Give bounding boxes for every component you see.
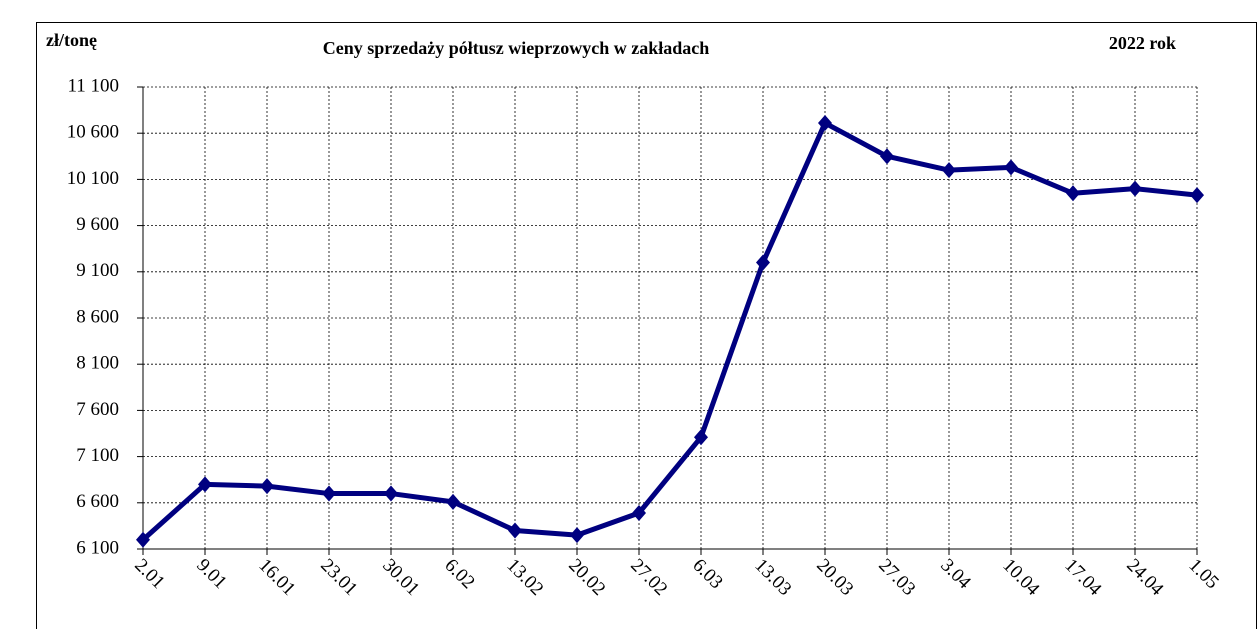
marker	[818, 115, 832, 132]
x-tick-label: 20.03	[812, 555, 857, 600]
chart-frame	[36, 22, 1257, 629]
y-tick-label: 10 600	[67, 122, 119, 143]
x-tick-label: 24.04	[1122, 555, 1167, 600]
x-tick-label: 27.03	[874, 555, 919, 600]
marker	[756, 254, 770, 271]
y-tick-label: 10 100	[67, 168, 119, 189]
x-tick-label: 16.01	[254, 555, 299, 600]
marker	[260, 478, 274, 495]
x-tick-label: 6.02	[440, 555, 478, 593]
chart-title: Ceny sprzedaży półtusz wieprzowych w zak…	[323, 38, 709, 58]
x-tick-label: 30.01	[378, 555, 423, 600]
marker	[1004, 159, 1018, 176]
y-tick-label: 11 100	[67, 75, 119, 96]
y-tick-label: 6 100	[76, 537, 119, 558]
marker	[570, 527, 584, 544]
marker	[1066, 185, 1080, 202]
marker	[508, 522, 522, 539]
marker	[136, 531, 150, 548]
marker	[694, 429, 708, 446]
marker	[632, 504, 646, 521]
marker	[1190, 187, 1204, 204]
x-tick-label: 1.05	[1184, 555, 1222, 593]
x-tick-label: 17.04	[1060, 555, 1105, 600]
x-tick-label: 20.02	[564, 555, 609, 600]
x-tick-label: 13.03	[750, 555, 795, 600]
marker	[880, 148, 894, 165]
marker	[384, 485, 398, 502]
marker	[942, 162, 956, 179]
y-tick-label: 9 100	[76, 260, 119, 281]
x-tick-label: 6.03	[688, 555, 726, 593]
y-tick-label: 7 600	[76, 399, 119, 420]
annotation: 2022 rok	[1109, 33, 1176, 53]
x-tick-label: 3.04	[936, 555, 975, 594]
y-tick-label: 7 100	[76, 445, 119, 466]
marker	[446, 493, 460, 510]
x-tick-label: 27.02	[626, 555, 671, 600]
x-tick-label: 23.01	[316, 555, 361, 600]
y-tick-label: 9 600	[76, 214, 119, 235]
marker	[322, 485, 336, 502]
line	[141, 120, 1198, 542]
y-tick-label: 8 100	[76, 353, 119, 374]
marker	[198, 476, 212, 493]
y-tick-label: 8 600	[76, 306, 119, 327]
y-axis-label: zł/tonę	[46, 30, 97, 50]
marker	[1128, 180, 1142, 197]
x-tick-label: 10.04	[998, 555, 1043, 600]
x-tick-label: 2.01	[130, 555, 168, 593]
x-tick-label: 13.02	[502, 555, 547, 600]
x-tick-label: 9.01	[192, 555, 230, 593]
y-tick-label: 6 600	[76, 491, 119, 512]
